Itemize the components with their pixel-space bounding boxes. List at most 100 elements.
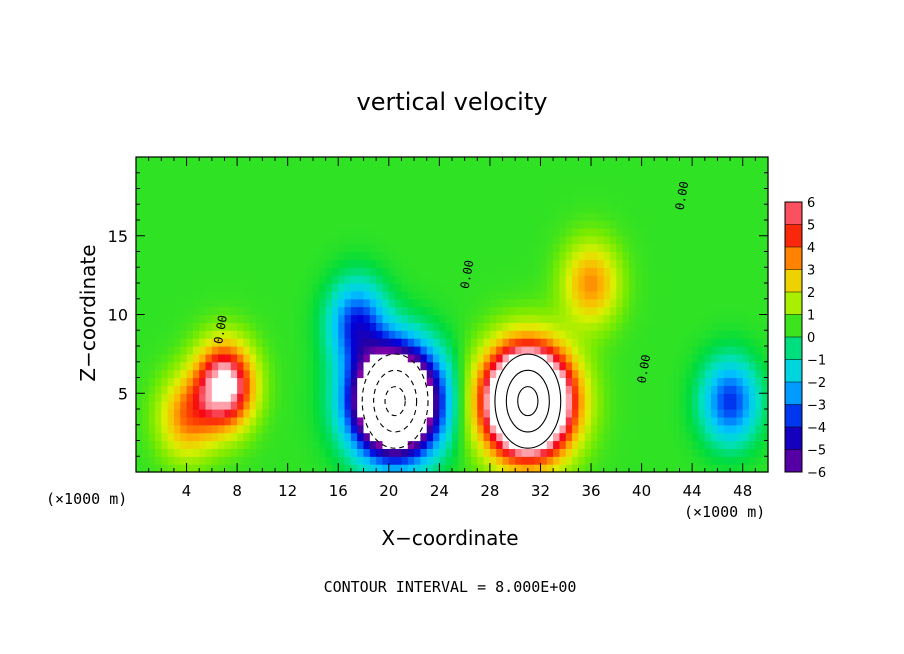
heatmap-cell: [546, 330, 554, 339]
heatmap-cell: [205, 432, 213, 442]
heatmap-cell: [237, 322, 245, 331]
heatmap-cell: [420, 306, 428, 316]
heatmap-cell: [426, 290, 434, 300]
heatmap-cell: [660, 393, 668, 402]
heatmap-cell: [578, 346, 586, 355]
heatmap-cell: [761, 385, 769, 394]
heatmap-cell: [388, 251, 396, 260]
heatmap-cell: [679, 361, 687, 371]
heatmap-cell: [483, 369, 491, 379]
heatmap-cell: [711, 353, 719, 363]
heatmap-cell: [433, 456, 440, 465]
heatmap-cell: [464, 464, 472, 473]
heatmap-cell: [452, 377, 459, 386]
heatmap-cell: [603, 464, 611, 473]
heatmap-cell: [180, 243, 188, 253]
heatmap-cell: [426, 424, 434, 434]
heatmap-cell: [325, 314, 333, 323]
heatmap-cell: [249, 164, 257, 174]
heatmap-cell: [426, 275, 434, 284]
heatmap-cell: [635, 401, 643, 410]
heatmap-cell: [211, 204, 219, 213]
heatmap-cell: [673, 275, 681, 284]
heatmap-cell: [711, 330, 719, 339]
heatmap-cell: [698, 409, 706, 418]
heatmap-cell: [350, 220, 358, 229]
heatmap-cell: [294, 290, 301, 300]
heatmap-cell: [306, 204, 314, 213]
heatmap-cell: [325, 275, 333, 284]
colorbar-tick-label: −3: [807, 399, 826, 414]
heatmap-cell: [635, 432, 643, 442]
heatmap-cell: [553, 283, 561, 292]
colorbar-segment: [785, 269, 802, 293]
heatmap-cell: [584, 227, 592, 237]
heatmap-cell: [742, 448, 750, 457]
heatmap-cell: [553, 259, 561, 268]
heatmap-cell: [496, 251, 504, 260]
heatmap-cell: [635, 212, 643, 221]
heatmap-cell: [350, 267, 358, 276]
heatmap-cell: [711, 314, 719, 323]
heatmap-cell: [622, 385, 630, 394]
heatmap-cell: [256, 220, 263, 229]
heatmap-cell: [382, 306, 390, 316]
heatmap-cell: [414, 401, 421, 410]
heatmap-cell: [730, 464, 737, 473]
heatmap-cell: [692, 267, 700, 276]
heatmap-cell: [546, 220, 554, 229]
heatmap-cell: [610, 464, 617, 473]
heatmap-cell: [673, 188, 681, 197]
heatmap-cell: [281, 346, 289, 355]
heatmap-cell: [256, 243, 263, 253]
heatmap-cell: [338, 251, 346, 260]
heatmap-cell: [546, 456, 554, 465]
heatmap-cell: [142, 212, 150, 221]
heatmap-cell: [565, 220, 573, 229]
heatmap-cell: [357, 448, 365, 457]
heatmap-cell: [647, 164, 655, 174]
heatmap-cell: [281, 416, 289, 426]
heatmap-cell: [218, 440, 226, 449]
heatmap-cell: [654, 188, 662, 197]
heatmap-cell: [376, 409, 384, 418]
heatmap-cell: [243, 172, 251, 182]
heatmap-cell: [154, 393, 162, 402]
heatmap-cell: [154, 416, 162, 426]
heatmap-cell: [224, 416, 232, 426]
heatmap-cell: [287, 393, 295, 402]
heatmap-cell: [186, 385, 194, 394]
heatmap-cell: [338, 243, 346, 253]
heatmap-cell: [249, 188, 257, 197]
heatmap-cell: [407, 330, 415, 339]
heatmap-cell: [300, 416, 308, 426]
heatmap-cell: [603, 361, 611, 371]
heatmap-cell: [470, 448, 478, 457]
heatmap-cell: [704, 322, 712, 331]
heatmap-cell: [679, 432, 687, 442]
heatmap-cell: [224, 275, 232, 284]
heatmap-cell: [407, 353, 415, 363]
heatmap-cell: [331, 259, 339, 268]
heatmap-cell: [464, 196, 472, 205]
heatmap-cell: [704, 330, 712, 339]
heatmap-cell: [262, 330, 270, 339]
heatmap-cell: [736, 385, 744, 394]
heatmap-cell: [736, 243, 744, 253]
heatmap-cell: [136, 290, 143, 300]
heatmap-cell: [698, 298, 706, 308]
heatmap-cell: [433, 164, 440, 174]
heatmap-cell: [281, 259, 289, 268]
heatmap-cell: [452, 314, 459, 323]
heatmap-cell: [306, 259, 314, 268]
heatmap-cell: [350, 275, 358, 284]
heatmap-cell: [521, 283, 529, 292]
heatmap-cell: [647, 369, 655, 379]
heatmap-cell: [218, 393, 226, 402]
heatmap-cell: [325, 385, 333, 394]
heatmap-cell: [578, 259, 586, 268]
heatmap-cell: [597, 188, 605, 197]
heatmap-cell: [685, 440, 693, 449]
heatmap-cell: [641, 290, 649, 300]
heatmap-cell: [350, 164, 358, 174]
